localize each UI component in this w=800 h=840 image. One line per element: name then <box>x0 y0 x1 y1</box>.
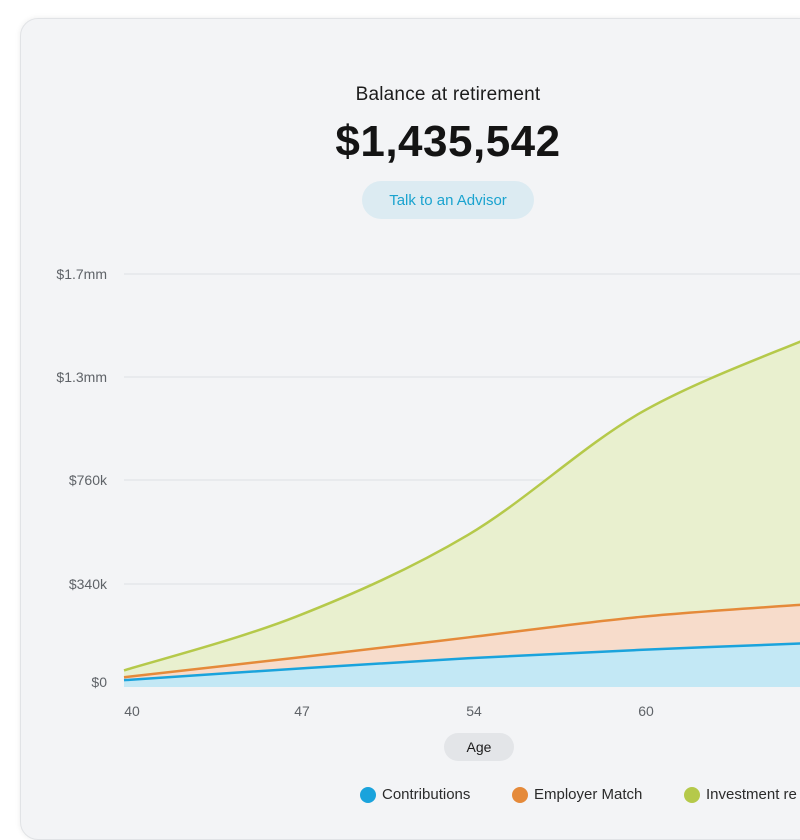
x-axis-ticks: 40 47 54 60 <box>124 703 654 719</box>
chart-areas <box>124 341 800 687</box>
y-tick-label: $0 <box>91 674 107 690</box>
x-tick-label: 47 <box>294 703 310 719</box>
legend-item-employer-match[interactable]: Employer Match <box>512 786 642 803</box>
employer-match-area <box>124 604 800 681</box>
y-tick-label: $1.7mm <box>56 266 107 282</box>
employer-match-dot-icon <box>512 786 528 803</box>
x-tick-label: 54 <box>466 703 482 719</box>
y-tick-label: $760k <box>69 472 108 488</box>
x-tick-label: 60 <box>638 703 654 719</box>
y-axis-ticks: $0 $340k $760k $1.3mm $1.7mm <box>56 266 108 690</box>
investment-returns-dot-icon <box>684 786 700 803</box>
balance-chart: $0 $340k $760k $1.3mm $1.7mm 40 47 54 60 <box>56 266 800 719</box>
balance-label: Balance at retirement <box>355 84 541 105</box>
legend-label: Investment re <box>706 786 797 803</box>
x-axis-label: Age <box>444 733 514 761</box>
contributions-dot-icon <box>360 786 376 803</box>
balance-value: $1,435,542 <box>335 117 561 166</box>
employer-match-line <box>123 603 800 679</box>
chart-lines <box>123 340 800 682</box>
chart-legend: Contributions Employer Match Investment … <box>0 786 800 806</box>
talk-to-advisor-button[interactable]: Talk to an Advisor <box>362 181 534 219</box>
investment-returns-area <box>124 341 800 678</box>
legend-item-investment-returns[interactable]: Investment re <box>684 786 797 803</box>
x-tick-label: 40 <box>124 703 140 719</box>
contributions-line <box>123 642 800 682</box>
y-tick-label: $1.3mm <box>56 369 107 385</box>
y-tick-label: $340k <box>69 576 108 592</box>
investment-returns-line <box>123 340 800 672</box>
contributions-area <box>124 643 800 687</box>
legend-item-contributions[interactable]: Contributions <box>360 786 470 803</box>
legend-label: Employer Match <box>534 786 643 803</box>
legend-label: Contributions <box>382 786 471 803</box>
